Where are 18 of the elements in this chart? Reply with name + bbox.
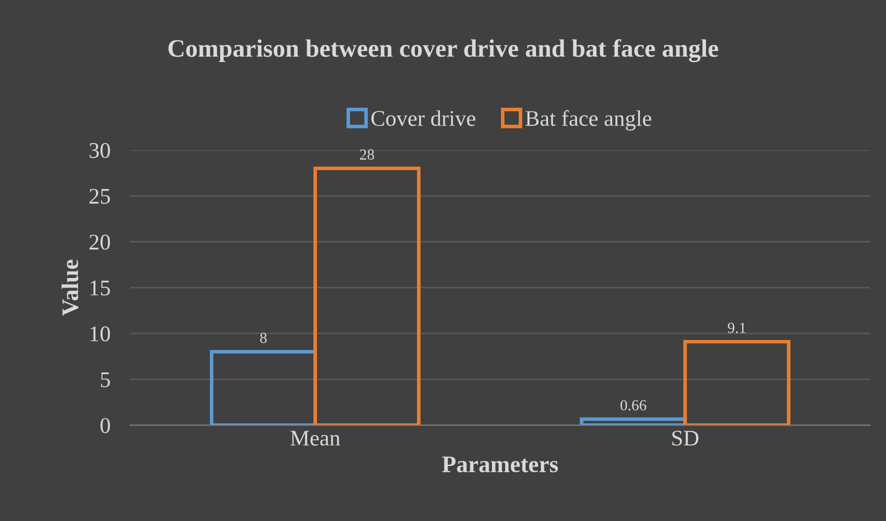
y-tick-label: 0: [100, 418, 110, 434]
x-tick-label: SD: [672, 430, 698, 446]
y-axis-title: Value: [62, 260, 78, 316]
y-tick-label: 30: [90, 142, 110, 158]
y-tick-label: 20: [90, 234, 110, 250]
data-label: 0.66: [620, 400, 646, 410]
x-tick-label: Mean: [290, 430, 340, 446]
data-label: 9.1: [728, 322, 746, 334]
y-tick-label: 5: [100, 372, 110, 388]
x-axis-title: Parameters: [442, 456, 558, 472]
chart-title: Comparison between cover drive and bat face angle: [168, 39, 718, 62]
y-tick-label: 10: [90, 326, 110, 342]
legend-label: Bat face angle: [526, 110, 652, 131]
data-label: 8: [260, 332, 267, 344]
data-label: 28: [360, 149, 374, 160]
legend-label: Cover drive: [371, 110, 476, 126]
y-tick-label: 15: [90, 280, 110, 296]
y-tick-label: 25: [90, 188, 110, 204]
